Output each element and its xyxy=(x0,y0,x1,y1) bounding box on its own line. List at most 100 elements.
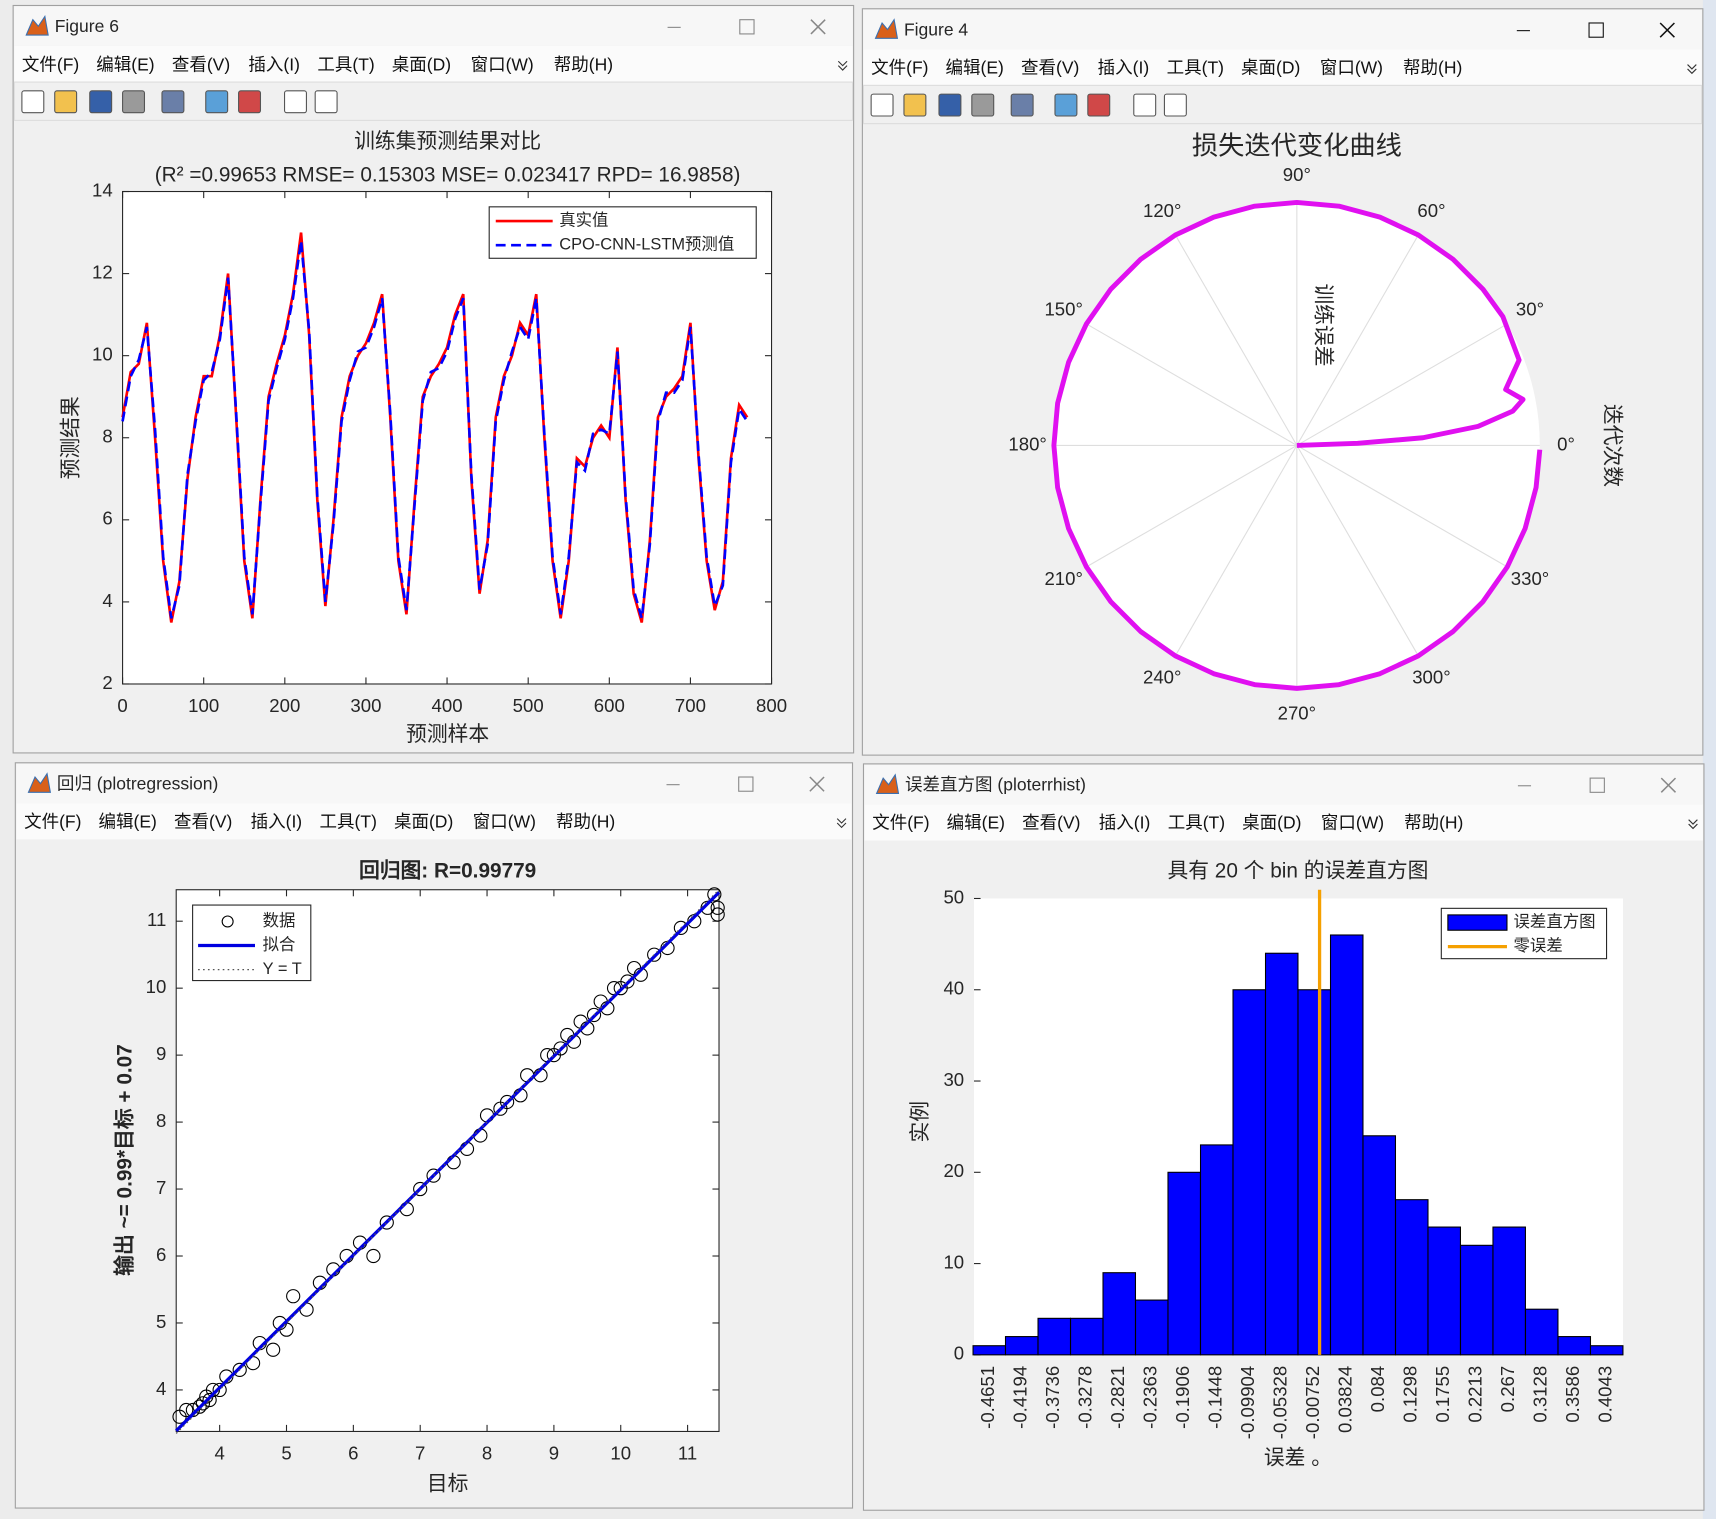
close-button[interactable] xyxy=(1660,777,1677,793)
menu-item[interactable]: 文件(F) xyxy=(24,812,81,832)
theta-grid-line xyxy=(1296,445,1419,657)
legend-label: 真实值 xyxy=(559,211,608,229)
toolbar-button[interactable] xyxy=(122,90,146,114)
toolbar-button[interactable] xyxy=(870,93,894,117)
toolbar-button[interactable] xyxy=(1163,93,1187,117)
data-point xyxy=(185,1402,201,1418)
x-tick-label: 600 xyxy=(594,695,625,716)
toolbar-button[interactable] xyxy=(54,90,78,114)
data-point xyxy=(195,1396,211,1411)
toolbar-button[interactable] xyxy=(938,93,962,117)
menu-item[interactable]: 插入(I) xyxy=(1099,813,1151,833)
x-tick-label: -0.3278 xyxy=(1075,1366,1096,1429)
menu-item[interactable]: 窗口(W) xyxy=(1320,58,1383,78)
toolbar-button[interactable] xyxy=(1010,93,1034,117)
theta-grid-line xyxy=(1296,444,1508,568)
toolbar-button[interactable] xyxy=(971,93,995,117)
close-button[interactable] xyxy=(1659,22,1675,38)
menu-item[interactable]: 帮助(H) xyxy=(556,812,615,832)
toolbar-button[interactable] xyxy=(903,93,927,117)
menu-item[interactable]: 桌面(D) xyxy=(392,54,451,74)
y-tick-label: 10 xyxy=(943,1251,964,1272)
app-icon xyxy=(25,14,49,36)
toolbar-button[interactable] xyxy=(314,90,338,114)
toolbar-button[interactable] xyxy=(89,90,113,114)
x-tick-label: 7 xyxy=(415,1442,425,1463)
bar xyxy=(1524,1308,1559,1356)
x-tick-label: -0.00752 xyxy=(1302,1366,1323,1439)
chart-subtitle: (R² =0.99653 RMSE= 0.15303 MSE= 0.023417… xyxy=(155,164,741,187)
legend-label: 数据 xyxy=(263,912,296,930)
menu-item[interactable]: 编辑(E) xyxy=(96,54,154,74)
theta-tick-label: 330° xyxy=(1511,568,1549,589)
x-tick-label: 500 xyxy=(513,695,544,716)
menu-item[interactable]: 插入(I) xyxy=(251,812,303,832)
menu-item[interactable]: 查看(V) xyxy=(1022,813,1080,833)
menu-item[interactable]: 工具(T) xyxy=(320,812,377,832)
menu-item[interactable]: 插入(I) xyxy=(1098,58,1150,78)
menu-item[interactable]: 帮助(H) xyxy=(554,54,613,74)
menu-item[interactable]: 窗口(W) xyxy=(471,54,534,74)
background-window xyxy=(1702,0,1716,1519)
menu-item[interactable]: 查看(V) xyxy=(172,54,230,74)
theta-tick-label: 120° xyxy=(1143,200,1181,221)
menu-item[interactable]: 编辑(E) xyxy=(946,58,1004,78)
menu-item[interactable]: 帮助(H) xyxy=(1403,58,1462,78)
maximize-button[interactable] xyxy=(1588,22,1604,38)
menu-item[interactable]: 文件(F) xyxy=(872,813,929,833)
menu-item[interactable]: 插入(I) xyxy=(248,54,300,74)
menu-item[interactable]: 查看(V) xyxy=(1021,58,1079,78)
bar xyxy=(1070,1317,1104,1356)
x-tick-label: 0.4043 xyxy=(1595,1366,1616,1423)
x-tick-label: 0 xyxy=(117,695,127,716)
theta-tick-label: 0° xyxy=(1557,433,1575,454)
maximize-button[interactable] xyxy=(738,776,754,792)
bar xyxy=(1199,1144,1234,1356)
y-tick-label: 20 xyxy=(943,1160,964,1181)
menu-item[interactable]: 工具(T) xyxy=(1168,813,1225,833)
close-button[interactable] xyxy=(809,776,825,792)
toolbar-button[interactable] xyxy=(21,90,45,114)
legend xyxy=(488,206,757,259)
toolbar-button[interactable] xyxy=(1133,93,1157,117)
menu-item[interactable]: 窗口(W) xyxy=(473,812,536,832)
menu-item[interactable]: 编辑(E) xyxy=(99,812,157,832)
menu-item[interactable]: 桌面(D) xyxy=(394,812,453,832)
x-tick-label: 9 xyxy=(549,1442,559,1463)
data-point xyxy=(192,1399,207,1414)
toolbar-button[interactable] xyxy=(205,90,229,114)
menu-item[interactable]: 工具(T) xyxy=(317,54,374,74)
menu-item[interactable]: 桌面(D) xyxy=(1241,58,1300,78)
maximize-button[interactable] xyxy=(1589,777,1605,793)
y-tick-label: 8 xyxy=(156,1110,166,1131)
y-axis-label: 输出 ~= 0.99*目标 + 0.07 xyxy=(112,1044,136,1276)
x-tick-label: -0.05328 xyxy=(1270,1366,1291,1439)
menu-chevron xyxy=(1687,64,1697,75)
x-tick-label: -0.1906 xyxy=(1172,1366,1193,1429)
y-tick-label: 10 xyxy=(92,344,113,365)
legend xyxy=(192,904,312,982)
theta-tick-label: 90° xyxy=(1283,164,1311,185)
toolbar-button[interactable] xyxy=(283,90,307,114)
toolbar-button[interactable] xyxy=(1054,93,1078,117)
toolbar-button[interactable] xyxy=(1087,93,1111,117)
menu-bar xyxy=(14,45,853,83)
menu-item[interactable]: 帮助(H) xyxy=(1404,813,1463,833)
toolbar-button[interactable] xyxy=(238,90,262,114)
menu-item[interactable]: 查看(V) xyxy=(174,812,232,832)
toolbar-button[interactable] xyxy=(161,90,185,114)
y-tick-label: 14 xyxy=(92,179,113,200)
menu-item[interactable]: 文件(F) xyxy=(871,58,928,78)
y-tick-label: 6 xyxy=(102,508,112,529)
maximize-button[interactable] xyxy=(739,19,755,35)
close-button[interactable] xyxy=(810,19,826,35)
toolbar xyxy=(862,84,1703,125)
menu-item[interactable]: 工具(T) xyxy=(1167,58,1224,78)
menu-item[interactable]: 文件(F) xyxy=(22,54,79,74)
bar xyxy=(1037,1317,1072,1356)
menu-item[interactable]: 窗口(W) xyxy=(1321,813,1384,833)
menu-item[interactable]: 桌面(D) xyxy=(1242,813,1301,833)
chart-title: 训练集预测结果对比 xyxy=(354,130,541,153)
menu-item[interactable]: 编辑(E) xyxy=(947,813,1005,833)
y-tick-label: 7 xyxy=(156,1177,166,1198)
